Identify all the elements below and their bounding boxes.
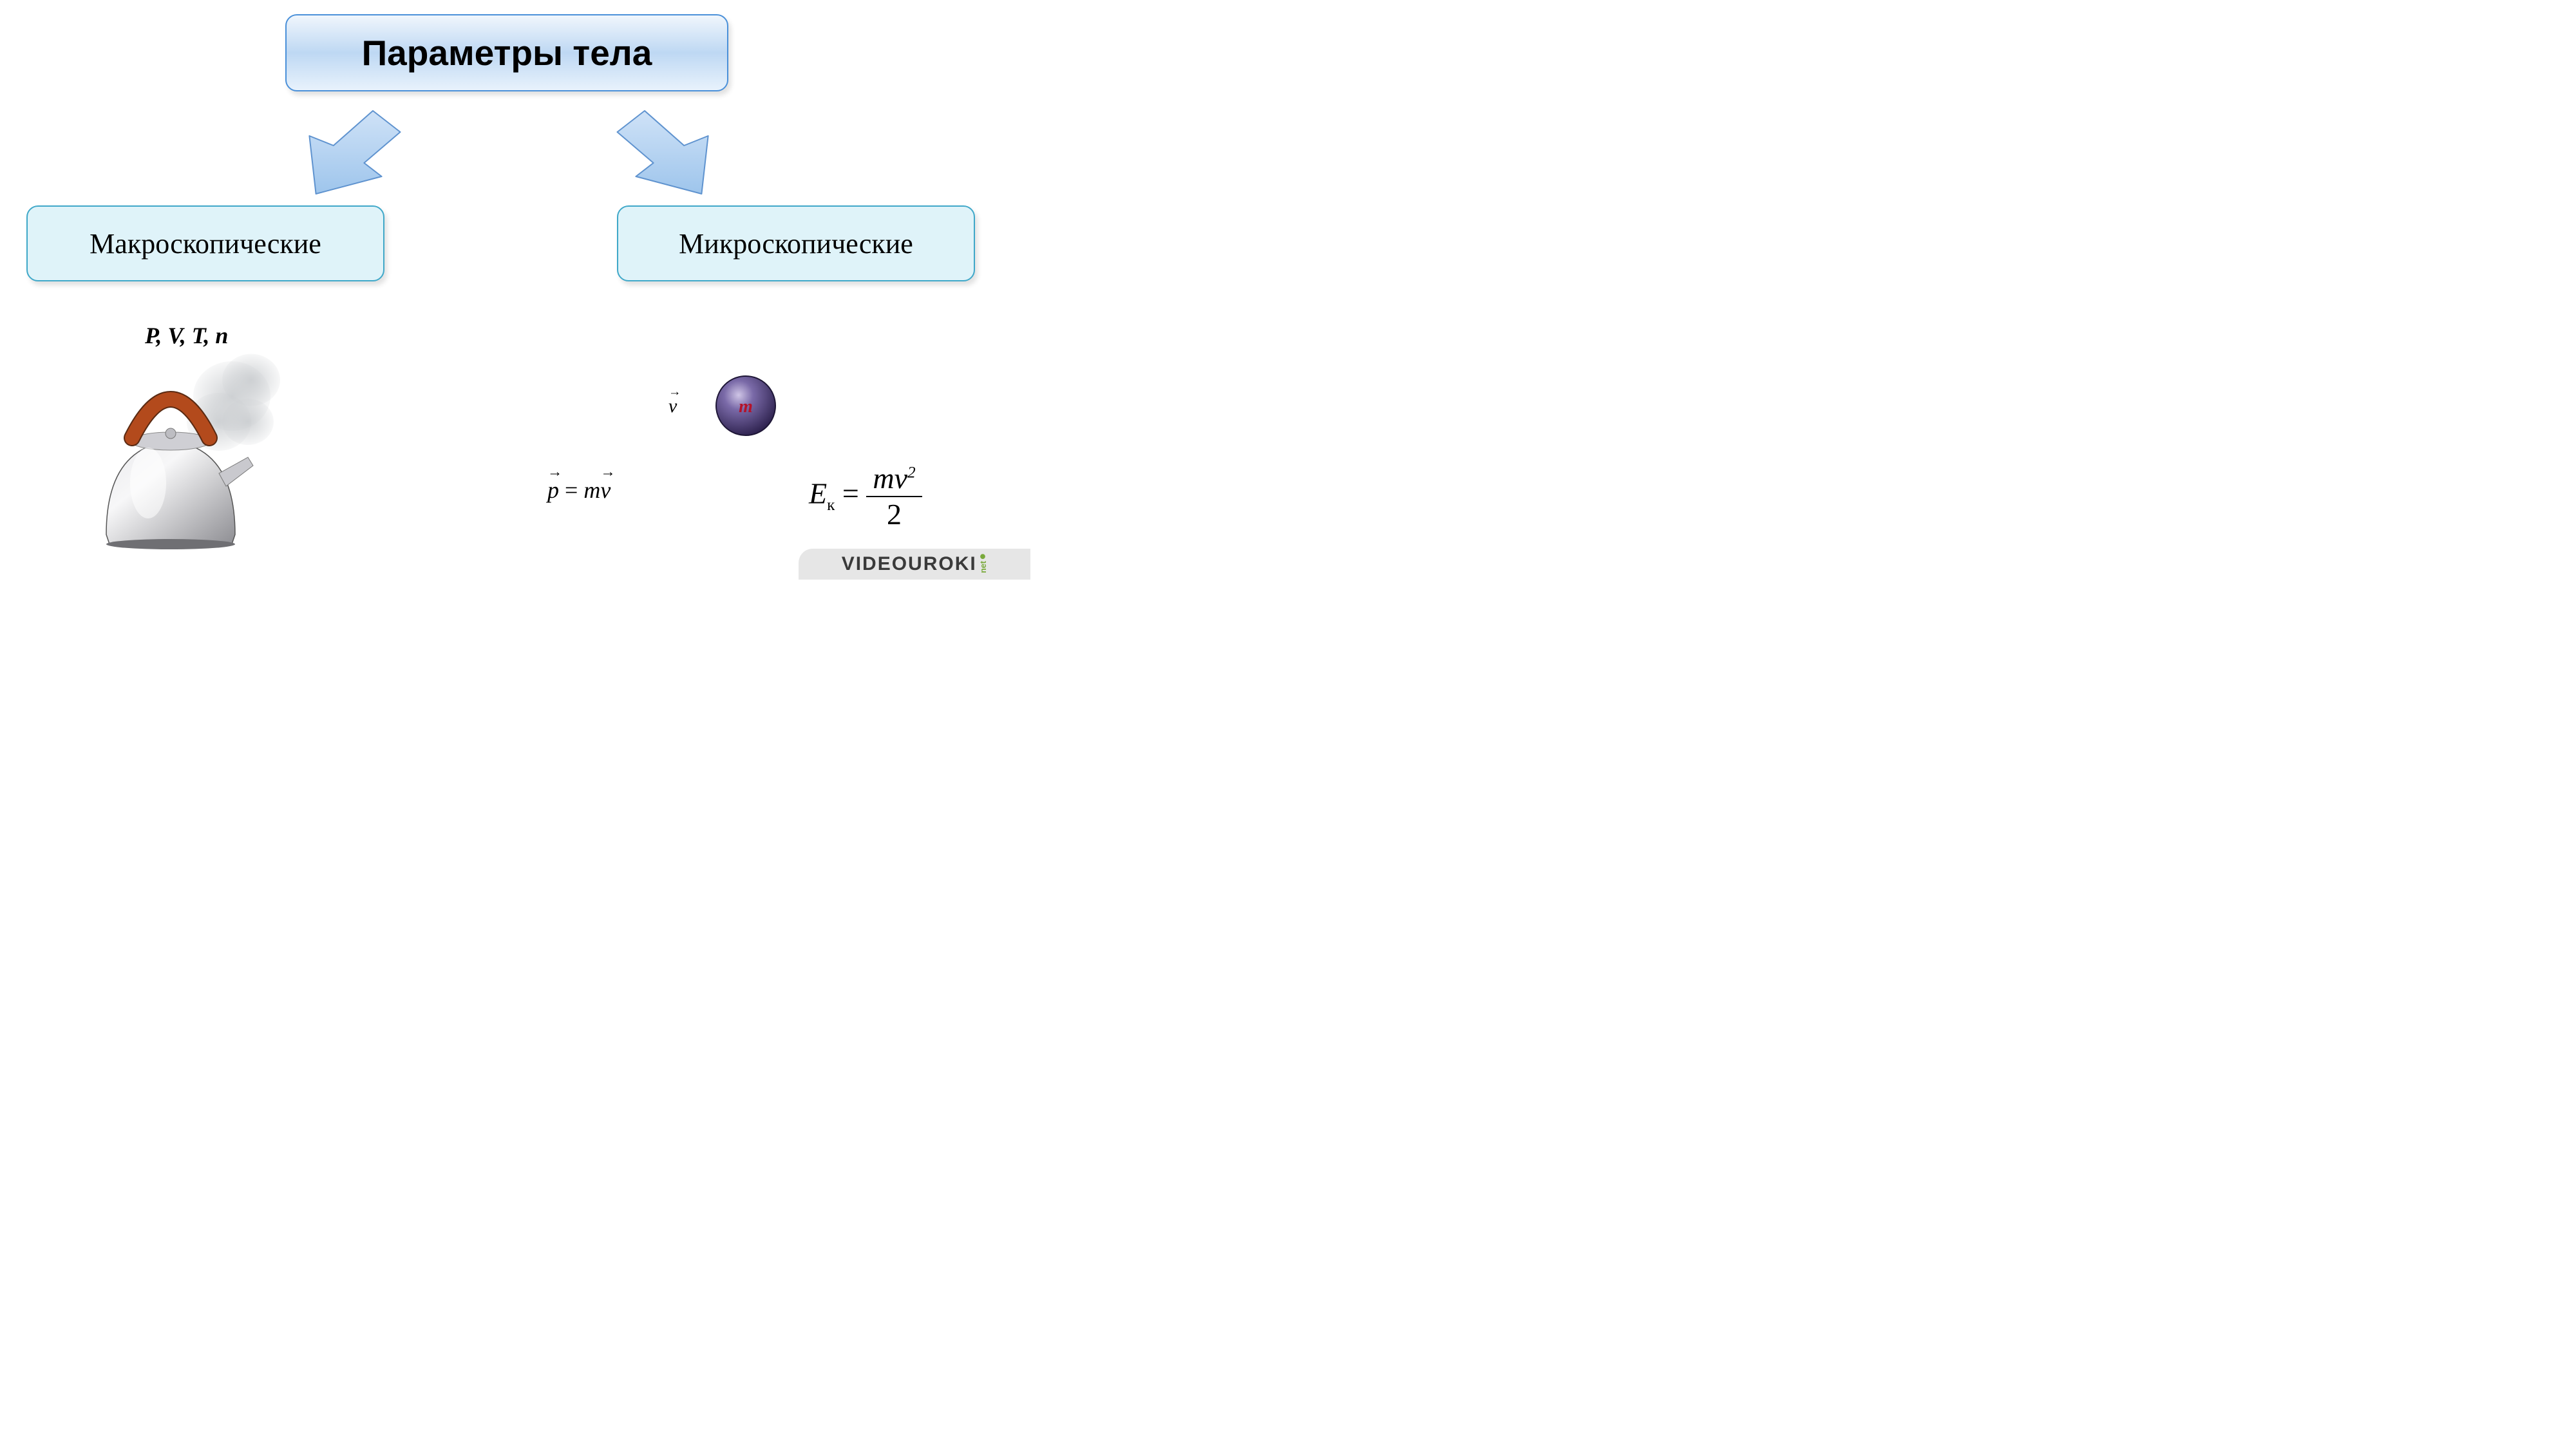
microscopic-box: Микроскопические (617, 205, 975, 281)
velocity-symbol: → v (668, 395, 677, 417)
particle-icon: m (712, 372, 779, 439)
watermark-logo: VIDEOUROKI • net (799, 549, 1030, 580)
arrow-left-icon (296, 103, 406, 200)
macroscopic-box: Макроскопические (26, 205, 384, 281)
microscopic-label: Микроскопические (679, 227, 913, 260)
title-text: Параметры тела (362, 32, 652, 73)
arrow-right-icon (612, 103, 721, 200)
kettle-icon (87, 351, 293, 551)
title-box: Параметры тела (285, 14, 728, 91)
momentum-formula: → p = m → v (547, 477, 611, 504)
svg-text:m: m (739, 397, 753, 417)
kinetic-energy-formula: Eк = mv2 2 (809, 464, 922, 529)
macro-variables-formula: P, V, T, n (145, 322, 228, 349)
macroscopic-label: Макроскопические (90, 227, 321, 260)
